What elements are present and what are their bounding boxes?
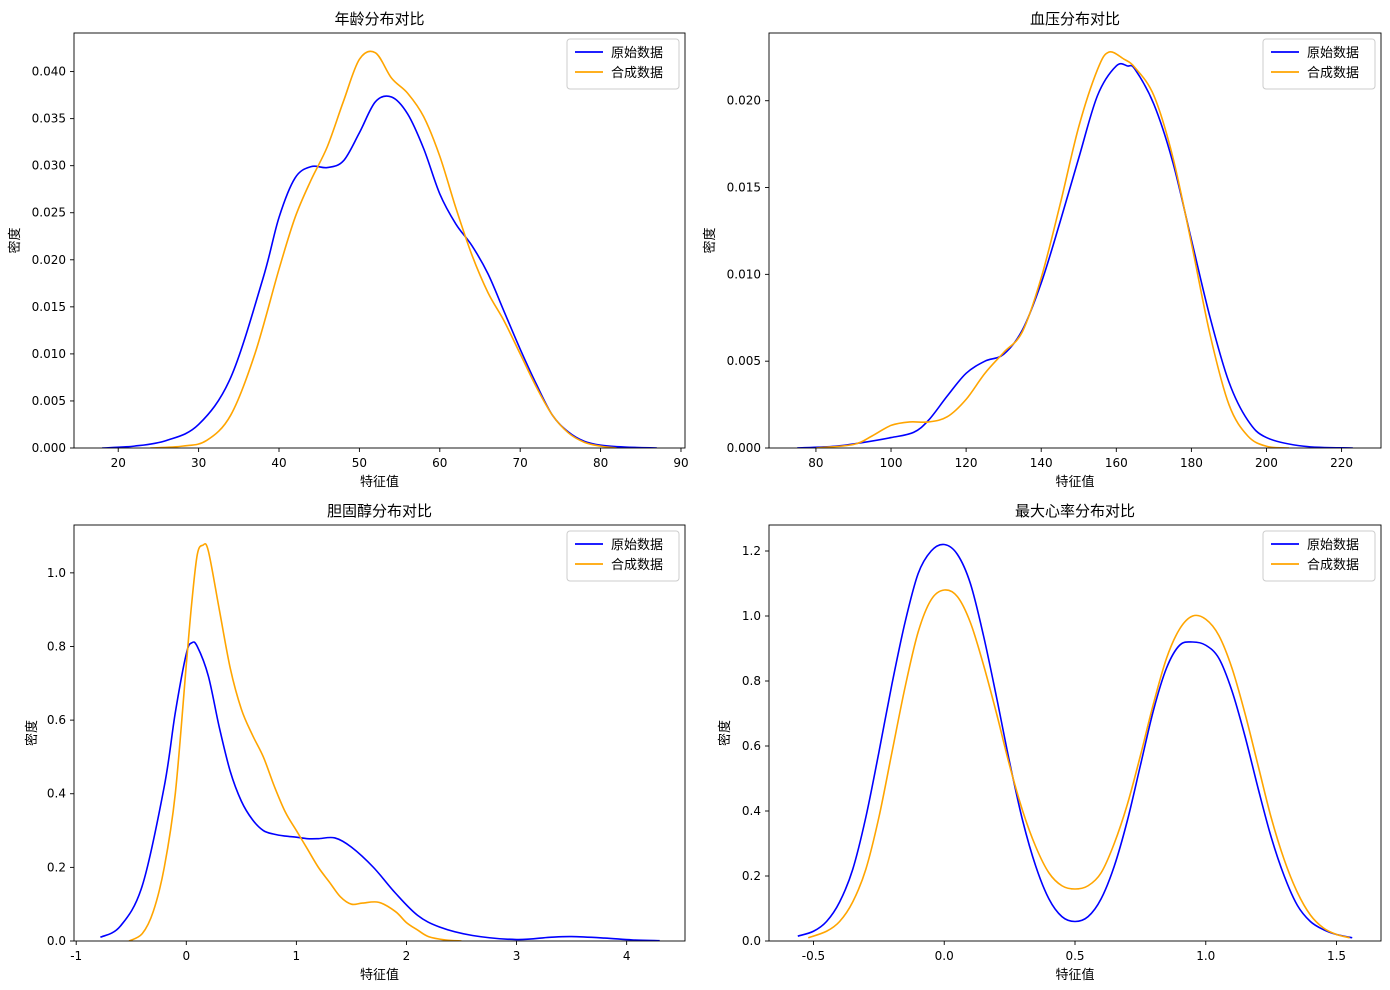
- x-tick-label: 1.5: [1327, 949, 1346, 963]
- y-tick-label: 0.035: [32, 112, 66, 126]
- y-axis-label: 密度: [24, 720, 40, 746]
- y-tick-label: 0.040: [32, 65, 66, 79]
- x-axis-label: 特征值: [360, 474, 399, 490]
- y-tick-label: 0.030: [32, 159, 66, 173]
- legend-entry: 原始数据: [611, 538, 663, 553]
- series-line-original: [102, 95, 657, 448]
- subplot-1: 20 30 40 50 60 70 80 90 0.000 0.005 0.010 0.015 0.02…: [7, 10, 689, 490]
- x-tick-label: 220: [1330, 456, 1353, 470]
- y-tick-label: 0.015: [727, 181, 761, 195]
- y-tick-label: 0.020: [32, 253, 66, 267]
- y-axis-label: 密度: [702, 227, 718, 253]
- y-axis-label: 密度: [717, 720, 733, 746]
- y-tick-label: 0.8: [742, 674, 761, 688]
- x-tick-label: 70: [513, 456, 528, 470]
- axes-frame: [768, 524, 1382, 942]
- legend-entry: 原始数据: [1307, 538, 1359, 553]
- series-line-synthetic: [128, 542, 462, 941]
- y-tick-label: 0.020: [727, 94, 761, 108]
- chart-title: 年龄分布对比: [334, 10, 424, 28]
- y-tick-label: 1.2: [742, 544, 761, 558]
- y-tick-label: 0.005: [32, 394, 66, 408]
- axes-frame: [73, 524, 686, 942]
- x-tick-label: 160: [1105, 456, 1128, 470]
- y-tick-label: 0.000: [32, 441, 66, 455]
- y-tick-label: 0.010: [727, 267, 761, 281]
- series-line-original: [797, 62, 1353, 448]
- x-tick-label: 30: [191, 456, 206, 470]
- y-tick-label: 0.6: [742, 739, 761, 753]
- x-tick-label: 3: [513, 949, 521, 963]
- x-tick-label: -1: [70, 949, 82, 963]
- x-axis-label: 特征值: [360, 967, 399, 983]
- y-tick-label: 0.8: [47, 639, 66, 653]
- y-tick-label: 1.0: [742, 609, 761, 623]
- chart-title: 血压分布对比: [1030, 10, 1120, 28]
- x-tick-label: -0.5: [802, 949, 825, 963]
- x-axis-label: 特征值: [1055, 967, 1094, 983]
- x-tick-label: 1: [293, 949, 301, 963]
- subplot-4: -0.5 0.0 0.5 1.0 1.5 0.0 0.2 0.4 0.6 0.8 1.0 1.2 最大心…: [717, 502, 1382, 983]
- x-tick-label: 1.0: [1196, 949, 1215, 963]
- y-tick-label: 0.000: [727, 441, 761, 455]
- x-tick-label: 80: [593, 456, 608, 470]
- y-tick-label: 0.0: [47, 934, 66, 948]
- axes-frame: [768, 32, 1382, 449]
- y-tick-label: 0.015: [32, 300, 66, 314]
- x-tick-label: 2: [403, 949, 411, 963]
- chart-title: 最大心率分布对比: [1015, 502, 1135, 520]
- x-tick-label: 200: [1255, 456, 1278, 470]
- y-tick-label: 0.2: [47, 860, 66, 874]
- series-line-original: [100, 641, 660, 941]
- x-tick-label: 90: [673, 456, 688, 470]
- x-tick-label: 0.5: [1065, 949, 1084, 963]
- x-tick-label: 100: [880, 456, 903, 470]
- y-axis-label: 密度: [7, 227, 23, 253]
- y-tick-label: 1.0: [47, 566, 66, 580]
- x-tick-label: 4: [623, 949, 631, 963]
- x-tick-label: 180: [1180, 456, 1203, 470]
- legend-entry: 原始数据: [1307, 46, 1359, 61]
- axes-frame: [73, 32, 686, 449]
- legend-entry: 合成数据: [611, 66, 663, 81]
- y-tick-label: 0.0: [742, 934, 761, 948]
- x-tick-label: 20: [111, 456, 126, 470]
- y-tick-label: 0.2: [742, 869, 761, 883]
- y-tick-label: 0.4: [47, 787, 66, 801]
- chart-title: 胆固醇分布对比: [327, 502, 432, 520]
- subplot-2: 80 100 120 140 160 180 200 220 0.000 0.005 0.010 0.…: [702, 10, 1382, 490]
- series-line-original: [797, 543, 1353, 939]
- y-tick-label: 0.010: [32, 347, 66, 361]
- x-tick-label: 0: [182, 949, 190, 963]
- legend-entry: 原始数据: [611, 46, 663, 61]
- y-tick-label: 0.005: [727, 354, 761, 368]
- x-tick-label: 80: [808, 456, 823, 470]
- series-line-synthetic: [807, 589, 1350, 939]
- series-line-synthetic: [150, 50, 617, 448]
- x-tick-label: 0.0: [935, 949, 954, 963]
- y-tick-label: 0.4: [742, 804, 761, 818]
- x-axis-label: 特征值: [1055, 474, 1094, 490]
- y-tick-label: 0.6: [47, 713, 66, 727]
- legend-entry: 合成数据: [1307, 558, 1359, 573]
- series-line-synthetic: [815, 51, 1290, 448]
- legend-entry: 合成数据: [1307, 66, 1359, 81]
- x-tick-label: 40: [271, 456, 286, 470]
- y-tick-label: 0.025: [32, 206, 66, 220]
- x-tick-label: 50: [352, 456, 367, 470]
- x-tick-label: 120: [955, 456, 978, 470]
- x-tick-label: 140: [1030, 456, 1053, 470]
- x-tick-label: 60: [432, 456, 447, 470]
- legend-entry: 合成数据: [611, 558, 663, 573]
